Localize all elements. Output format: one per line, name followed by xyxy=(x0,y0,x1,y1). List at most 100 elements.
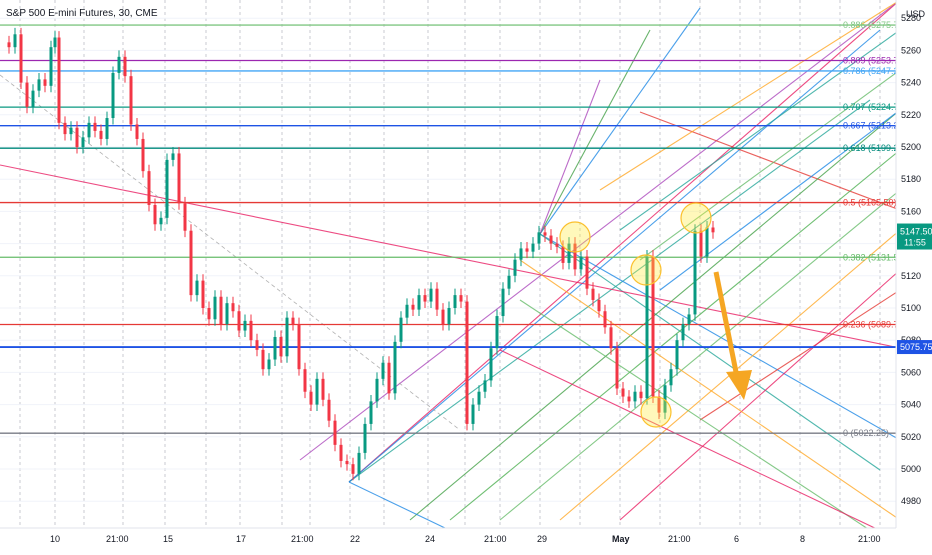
last-price-badge xyxy=(897,223,932,250)
candle-body xyxy=(519,248,523,260)
candle-body xyxy=(207,308,211,320)
candle-body xyxy=(531,243,535,252)
candle-body xyxy=(273,336,277,360)
fib-label-2: 0.786 (5247.25) xyxy=(843,66,907,76)
drawing-line-19 xyxy=(539,7,701,235)
line-price-badge xyxy=(897,340,932,355)
fib-label-5: 0.618 (5199.25) xyxy=(843,143,907,153)
y-tick-label-4: 5060 xyxy=(901,367,921,377)
candle-body xyxy=(705,227,709,257)
candle-body xyxy=(195,280,199,296)
last-price-label: 5147.50 xyxy=(900,227,932,237)
x-tick-label-4: 21:00 xyxy=(291,534,314,544)
price-axis-bg xyxy=(896,0,932,550)
candle-body xyxy=(321,378,325,400)
candle-body xyxy=(573,243,577,270)
candle-body xyxy=(549,235,553,244)
x-tick-label-11: 6 xyxy=(734,534,739,544)
candle-body xyxy=(255,340,259,350)
y-tick-label-14: 5260 xyxy=(901,45,921,55)
candle-body xyxy=(405,304,409,318)
line-price-label: 5075.75 xyxy=(900,342,932,352)
candle-body xyxy=(447,308,451,325)
y-tick-label-13: 5240 xyxy=(901,78,921,88)
x-tick-label-6: 24 xyxy=(425,534,435,544)
candle-body xyxy=(63,122,67,135)
x-tick-label-9: May xyxy=(612,534,630,544)
candle-body xyxy=(381,362,385,379)
drawing-line-16 xyxy=(519,299,901,551)
grid xyxy=(0,0,896,528)
candle-body xyxy=(285,317,289,357)
price-series xyxy=(7,27,715,481)
candle-body xyxy=(585,256,589,289)
candle-body xyxy=(105,118,109,139)
candle-body xyxy=(81,137,85,147)
candle-body xyxy=(189,230,193,296)
candle-body xyxy=(597,299,601,312)
candle-body xyxy=(465,301,469,424)
candle-body xyxy=(663,385,667,413)
candle-body xyxy=(471,404,475,424)
candle-body xyxy=(711,227,715,233)
drawing-line-2 xyxy=(348,29,881,483)
candle-body xyxy=(537,232,541,244)
x-tick-label-10: 21:00 xyxy=(668,534,691,544)
candle-body xyxy=(591,288,595,300)
drawing-line-24 xyxy=(639,69,901,261)
drawing-line-9 xyxy=(409,109,901,521)
drawing-line-17 xyxy=(499,349,901,541)
candle-body xyxy=(147,171,151,205)
candle-body xyxy=(243,320,247,331)
candle-body xyxy=(171,153,175,160)
candle-body xyxy=(555,243,559,247)
candle-body xyxy=(435,288,439,310)
candle-body xyxy=(657,396,661,413)
candle-body xyxy=(7,42,11,48)
fib-label-7: 0.382 (5131.50) xyxy=(843,252,907,262)
drawing-line-1 xyxy=(348,99,871,483)
y-tick-label-12: 5220 xyxy=(901,110,921,120)
drawing-line-22 xyxy=(599,0,901,191)
drawing-line-8 xyxy=(699,289,901,421)
candle-body xyxy=(117,56,121,73)
candle-body xyxy=(651,256,655,397)
candle-body xyxy=(453,295,457,308)
candle-body xyxy=(213,296,217,320)
candle-body xyxy=(141,138,145,172)
candle-body xyxy=(249,320,253,341)
candle-body xyxy=(417,295,421,310)
candle-body xyxy=(99,130,103,139)
candle-body xyxy=(57,37,61,123)
candle-body xyxy=(19,34,23,83)
candle-body xyxy=(525,248,529,252)
candle-body xyxy=(621,388,625,397)
candle-body xyxy=(219,296,223,325)
candle-body xyxy=(423,295,427,302)
candle-body xyxy=(123,56,127,77)
candle-body xyxy=(429,288,433,302)
y-tick-label-1: 5000 xyxy=(901,464,921,474)
candle-body xyxy=(459,295,463,302)
candle-body xyxy=(627,396,631,402)
time-axis-bg xyxy=(0,528,932,550)
y-tick-label-3: 5040 xyxy=(901,400,921,410)
time-axis: 10 21:00 15 17 21:00 22 24 21:00 29 May 21:00 6 8 21:… xyxy=(0,527,932,550)
candle-body xyxy=(237,311,241,331)
candle-body xyxy=(297,324,301,370)
candle-body xyxy=(87,122,91,138)
candle-body xyxy=(303,369,307,392)
candle-body xyxy=(351,464,355,474)
candle-body xyxy=(387,362,391,394)
drawing-line-23 xyxy=(619,29,901,231)
candle-body xyxy=(129,76,133,125)
candle-body xyxy=(501,288,505,317)
annotations xyxy=(559,202,752,428)
price-axis: 4980500050205040506050805100512051405160… xyxy=(895,0,932,550)
x-tick-label-8: 29 xyxy=(537,534,547,544)
y-tick-label-9: 5160 xyxy=(901,206,921,216)
candle-body xyxy=(393,341,397,394)
candle-body xyxy=(231,303,235,312)
